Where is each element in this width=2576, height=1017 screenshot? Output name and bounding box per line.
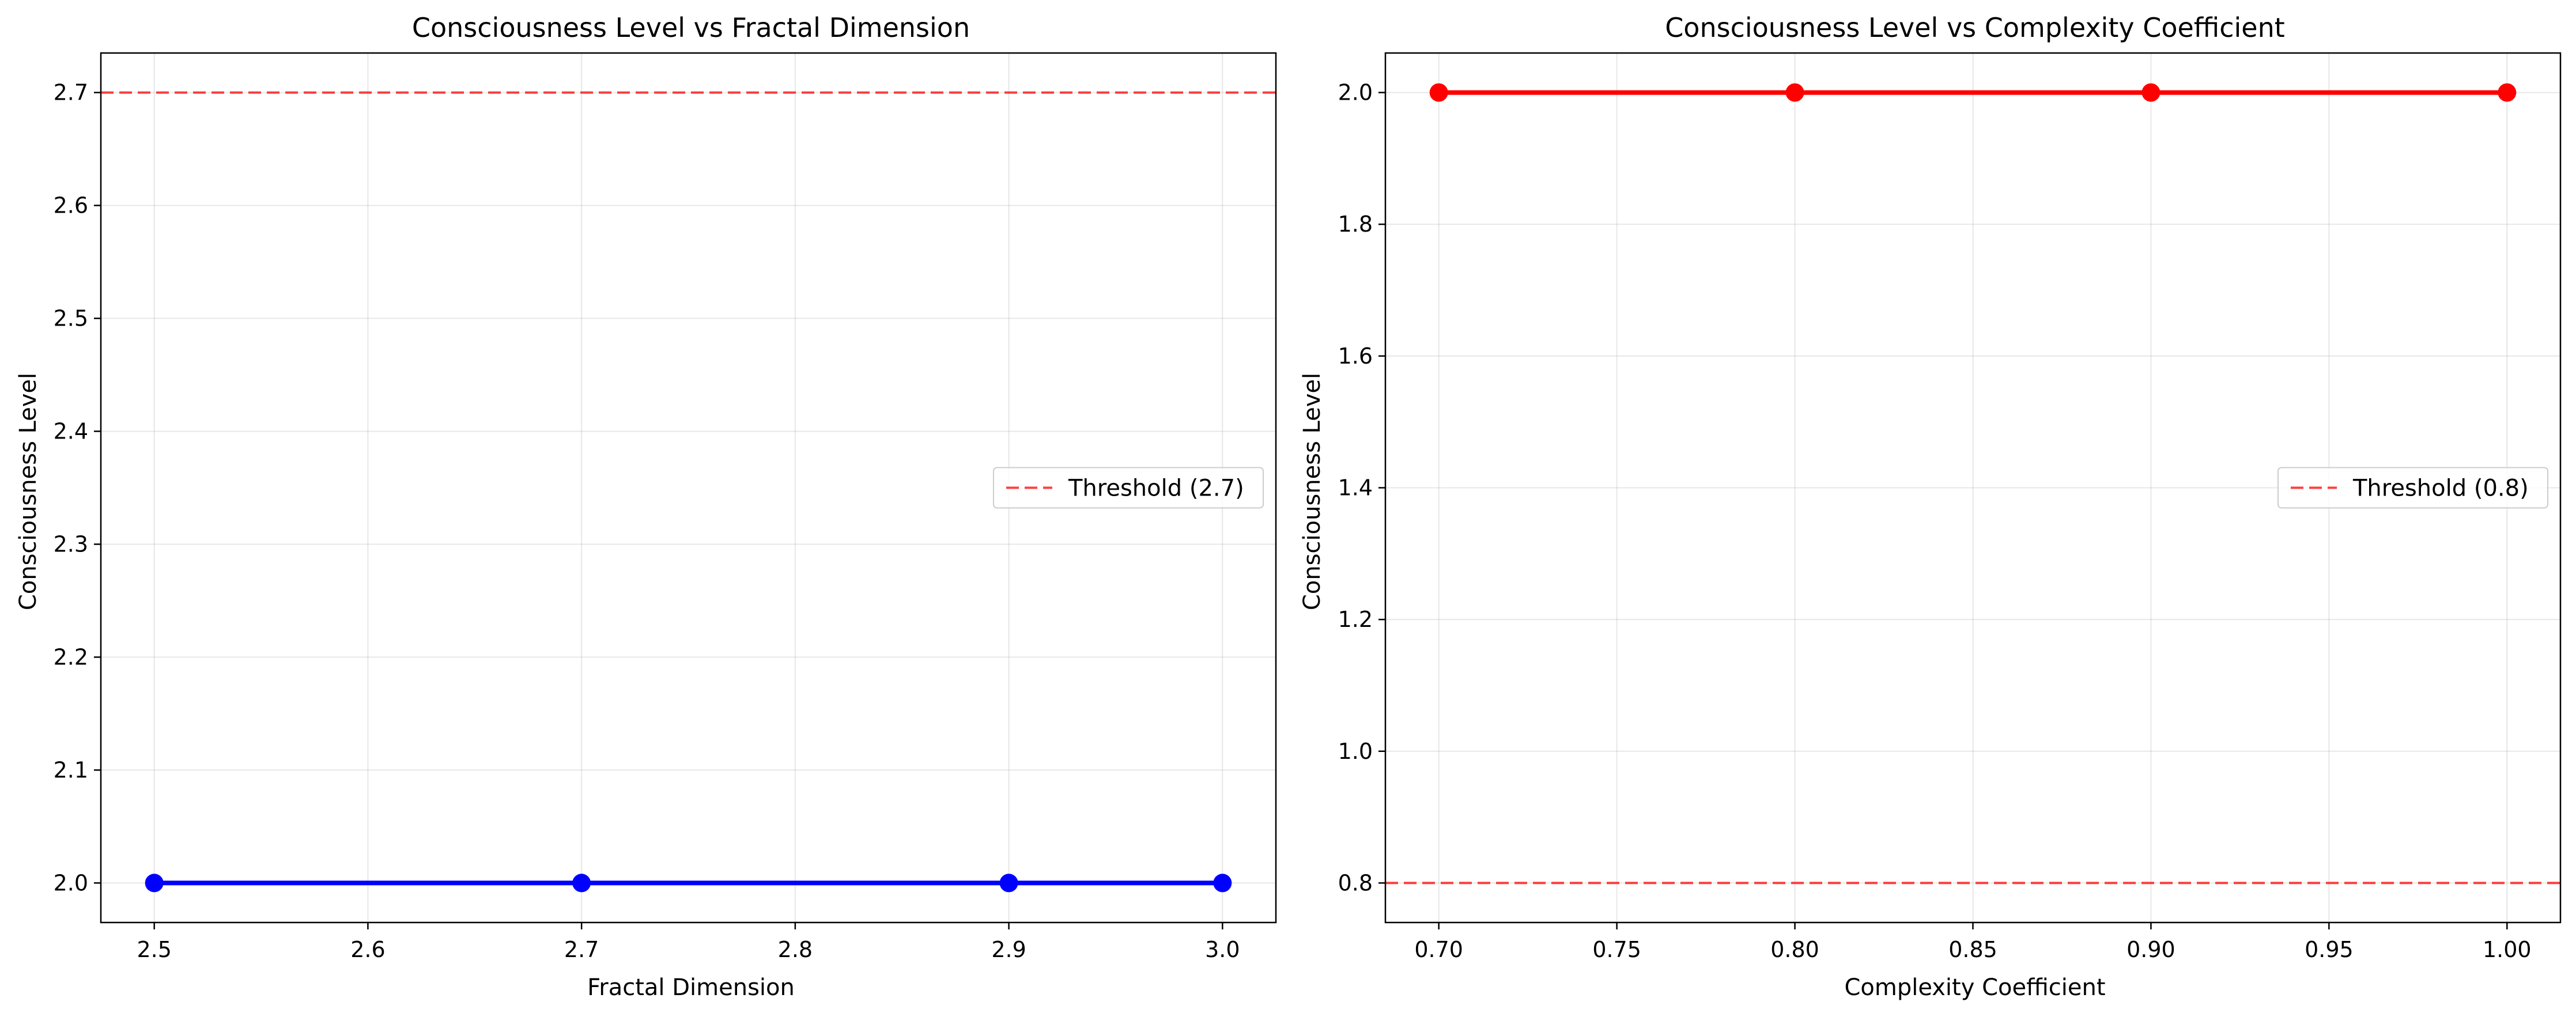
x-axis-label: Fractal Dimension [587, 974, 795, 1001]
y-tick-label: 1.2 [1338, 607, 1373, 632]
y-tick-label: 1.8 [1338, 211, 1373, 237]
y-tick-label: 2.7 [54, 80, 88, 105]
chart-complexity-coefficient: Consciousness Level vs Complexity Coeffi… [1299, 12, 2562, 1001]
chart-title: Consciousness Level vs Complexity Coeffi… [1665, 12, 2285, 43]
y-tick-label: 2.6 [54, 193, 88, 218]
x-tick-label: 0.75 [1592, 937, 1641, 962]
x-tick-label: 0.70 [1414, 937, 1463, 962]
y-tick-label: 2.5 [54, 306, 88, 331]
y-tick-label: 0.8 [1338, 870, 1373, 895]
y-axis-label: Consciousness Level [1299, 373, 1325, 610]
data-point [2498, 83, 2517, 102]
data-point [1213, 874, 1232, 893]
y-tick-label: 2.0 [1338, 80, 1373, 105]
legend: Threshold (2.7) [993, 467, 1264, 509]
y-tick-label: 1.4 [1338, 475, 1373, 501]
legend: Threshold (0.8) [2277, 467, 2548, 509]
legend-box [2277, 467, 2548, 509]
x-tick-label: 2.6 [350, 937, 385, 962]
x-tick-label: 0.85 [1948, 937, 1997, 962]
x-tick-label: 1.00 [2483, 937, 2532, 962]
axes-frame [100, 52, 1277, 924]
chart-title: Consciousness Level vs Fractal Dimension [412, 12, 970, 43]
x-tick-label: 0.95 [2305, 937, 2354, 962]
x-tick-label: 3.0 [1205, 937, 1240, 962]
legend-label: Threshold (0.8) [2352, 475, 2529, 502]
y-tick-label: 2.4 [54, 419, 88, 444]
y-tick-label: 2.1 [54, 757, 88, 782]
x-tick-label: 0.90 [2126, 937, 2175, 962]
legend-box [993, 467, 1264, 509]
data-point [1429, 83, 1448, 102]
x-tick-label: 2.5 [137, 937, 171, 962]
y-tick-label: 1.0 [1338, 739, 1373, 764]
data-point [999, 874, 1018, 893]
x-tick-label: 0.80 [1770, 937, 1819, 962]
y-tick-label: 2.0 [54, 870, 88, 895]
chart-fractal-dimension: Consciousness Level vs Fractal Dimension… [15, 12, 1277, 1001]
x-tick-label: 2.8 [778, 937, 813, 962]
y-tick-label: 1.6 [1338, 343, 1373, 369]
data-point [2141, 83, 2160, 102]
x-tick-label: 2.9 [991, 937, 1026, 962]
y-tick-label: 2.2 [54, 644, 88, 670]
data-point [145, 874, 164, 893]
x-axis-label: Complexity Coefficient [1844, 974, 2105, 1001]
data-point [1785, 83, 1804, 102]
legend-label: Threshold (2.7) [1068, 475, 1244, 502]
y-axis-label: Consciousness Level [15, 373, 41, 610]
data-point [572, 874, 591, 893]
x-tick-label: 2.7 [564, 937, 599, 962]
y-tick-label: 2.3 [54, 531, 88, 557]
